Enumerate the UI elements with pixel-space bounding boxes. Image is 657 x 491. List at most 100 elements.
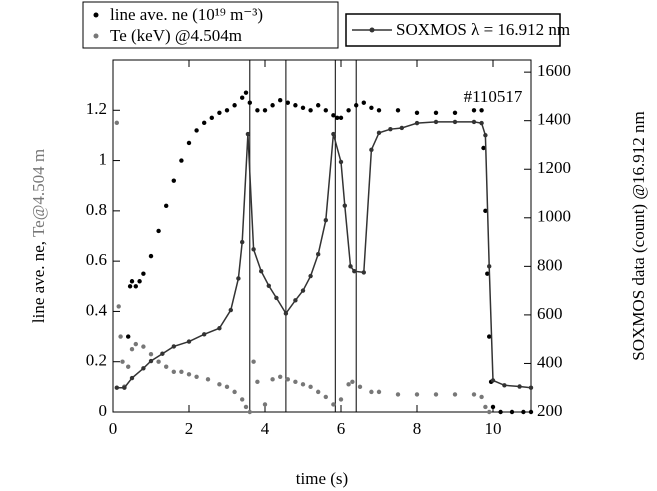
y-tick-label: 0.4: [86, 300, 108, 319]
data-point: [156, 359, 161, 364]
data-point: [171, 178, 176, 183]
data-point: [283, 311, 289, 316]
data-point: [376, 108, 382, 113]
data-point: [127, 284, 133, 289]
data-point: [202, 332, 207, 337]
data-point: [224, 384, 230, 390]
data-point: [194, 128, 199, 133]
data-point: [521, 409, 526, 415]
y2-tick-label: 1000: [537, 207, 571, 226]
data-point: [122, 385, 127, 390]
data-point: [148, 351, 154, 357]
data-point: [217, 326, 222, 331]
y2-tick-label: 800: [537, 255, 563, 274]
data-point: [141, 271, 146, 276]
data-point: [369, 147, 374, 153]
data-point: [348, 264, 353, 269]
data-point: [346, 382, 351, 387]
data-point: [388, 126, 393, 132]
y2-tick-label: 1200: [537, 158, 571, 177]
data-point: [471, 392, 477, 397]
data-point: [452, 119, 458, 125]
data-point: [483, 208, 488, 214]
legend-label: Te (keV) @4.504m: [110, 26, 242, 45]
data-point: [255, 108, 260, 113]
data-point: [369, 105, 374, 110]
x-tick-label: 10: [485, 419, 502, 438]
data-point: [361, 270, 366, 275]
data-point: [414, 110, 420, 116]
y2-tick-label: 200: [537, 401, 563, 420]
x-tick-label: 2: [185, 419, 194, 438]
data-point: [118, 334, 123, 339]
data-point: [179, 369, 184, 374]
data-point: [471, 108, 477, 113]
data-point: [126, 334, 131, 339]
data-point: [487, 409, 492, 415]
data-point: [262, 402, 268, 407]
data-point: [471, 119, 477, 125]
data-point: [186, 140, 192, 146]
data-point: [369, 389, 374, 395]
data-point: [300, 288, 306, 293]
data-point: [479, 108, 484, 113]
data-point: [331, 113, 336, 118]
data-point: [202, 120, 207, 126]
data-point: [164, 364, 169, 369]
y-axis-label: line ave. ne, Te@4.504 m: [29, 149, 48, 323]
data-point: [126, 364, 131, 369]
data-point: [120, 359, 125, 364]
data-point: [171, 369, 176, 374]
data-point: [247, 100, 252, 105]
data-point: [293, 379, 298, 385]
data-point: [251, 359, 256, 364]
legend-label: SOXMOS λ = 16.912 nm: [396, 20, 570, 39]
data-point: [243, 90, 249, 95]
data-point: [194, 374, 199, 379]
x-tick-label: 8: [413, 419, 422, 438]
data-point: [479, 120, 484, 126]
y-axis-label-part: Te@4.504 m: [29, 149, 48, 237]
data-point: [270, 377, 275, 382]
data-point: [232, 389, 237, 395]
data-point: [137, 279, 142, 284]
y2-tick-label: 400: [537, 352, 563, 371]
y-tick-label: 0: [99, 401, 108, 420]
data-point: [116, 304, 121, 309]
data-point: [243, 404, 249, 410]
data-point: [481, 145, 486, 151]
data-point: [217, 110, 222, 116]
data-point: [240, 397, 245, 402]
data-point: [433, 392, 439, 397]
data-point: [141, 344, 146, 349]
data-point: [354, 103, 359, 108]
data-point: [376, 389, 382, 395]
data-point: [114, 385, 120, 390]
data-point: [148, 358, 154, 364]
legend-marker: [369, 27, 375, 33]
data-point: [186, 372, 192, 377]
data-point: [509, 409, 515, 415]
data-point: [236, 276, 241, 281]
data-point: [217, 382, 222, 387]
data-point: [528, 385, 534, 390]
legend-label: line ave. ne (10¹⁹ m⁻³): [110, 5, 263, 24]
data-point: [285, 100, 290, 105]
data-point: [209, 115, 214, 121]
data-point: [240, 95, 245, 100]
data-point: [502, 383, 507, 388]
legend-box: [82, 1, 339, 49]
data-point: [490, 404, 496, 410]
legend-marker: [93, 12, 99, 18]
y2-tick-label: 600: [537, 304, 563, 323]
data-point: [141, 366, 146, 371]
data-point: [498, 409, 503, 415]
data-point: [247, 409, 252, 415]
data-point: [376, 130, 382, 136]
data-point: [338, 115, 344, 121]
data-point: [483, 404, 488, 410]
annotation: #110517: [464, 87, 523, 106]
data-point: [308, 384, 313, 390]
data-point: [285, 377, 290, 382]
y-tick-label: 0.8: [86, 200, 107, 219]
